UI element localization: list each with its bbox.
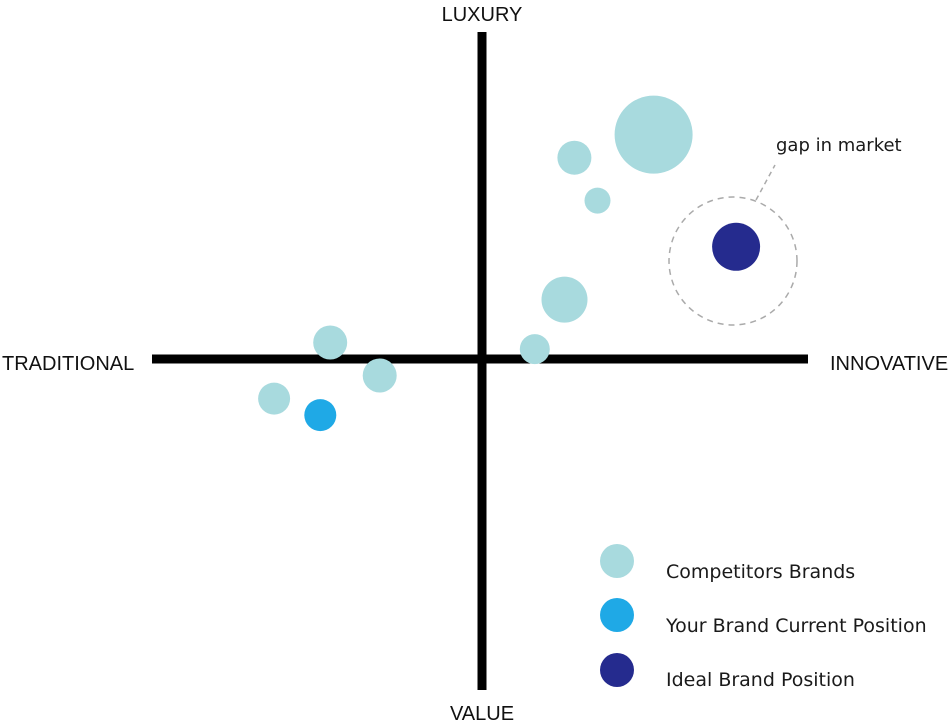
competitor-brand-point-1	[614, 95, 693, 174]
axis-label-top: LUXURY	[442, 4, 523, 26]
competitor-brand-point-8	[258, 382, 291, 415]
legend-label-competitor: Competitors Brands	[666, 561, 855, 583]
competitor-brand-point-3	[584, 187, 611, 214]
gap-in-market-label: gap in market	[776, 135, 902, 156]
gap-in-market-ring	[668, 196, 798, 326]
current-brand-point-9	[304, 399, 337, 432]
ideal-brand-point-10	[712, 222, 761, 271]
gap-in-market-leader	[755, 164, 776, 201]
brand-points	[258, 95, 761, 432]
legend-swatch-current	[600, 598, 634, 632]
legend-swatch-ideal	[600, 653, 634, 687]
legend-label-current: Your Brand Current Position	[665, 615, 927, 637]
competitor-brand-point-6	[313, 325, 348, 360]
competitor-brand-point-5	[519, 334, 550, 365]
legend-swatch-competitor	[600, 544, 634, 578]
axis-label-right: INNOVATIVE	[830, 353, 948, 375]
legend: Competitors Brands Your Brand Current Po…	[600, 544, 927, 691]
axis-label-left: TRADITIONAL	[2, 353, 134, 375]
axis-label-bottom: VALUE	[450, 703, 514, 724]
competitor-brand-point-7	[362, 358, 397, 393]
legend-label-ideal: Ideal Brand Position	[666, 669, 855, 691]
competitor-brand-point-2	[557, 140, 592, 175]
competitor-brand-point-4	[541, 276, 588, 323]
